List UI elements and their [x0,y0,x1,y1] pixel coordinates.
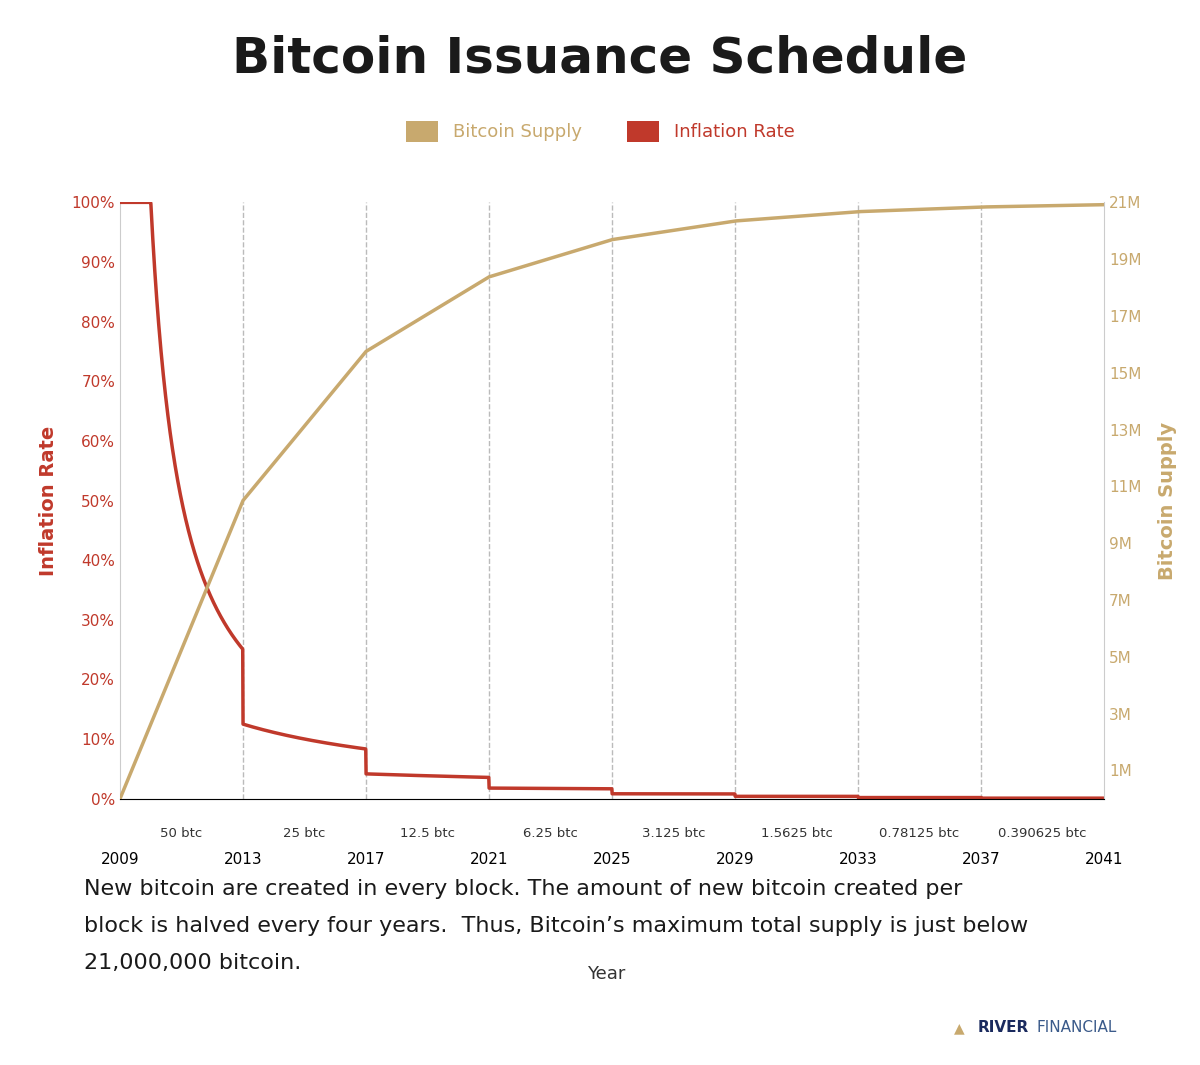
Text: 0.78125 btc: 0.78125 btc [880,826,960,839]
Text: 0.390625 btc: 0.390625 btc [998,826,1087,839]
Legend: Bitcoin Supply, Inflation Rate: Bitcoin Supply, Inflation Rate [406,120,794,142]
Y-axis label: Inflation Rate: Inflation Rate [38,425,58,576]
Text: block is halved every four years.  Thus, Bitcoin’s maximum total supply is just : block is halved every four years. Thus, … [84,916,1028,936]
Text: 50 btc: 50 btc [161,826,203,839]
Text: FINANCIAL: FINANCIAL [1037,1020,1117,1035]
Text: ▲: ▲ [954,1021,965,1035]
Text: 6.25 btc: 6.25 btc [523,826,578,839]
Text: 1.5625 btc: 1.5625 btc [761,826,833,839]
Text: 21,000,000 bitcoin.: 21,000,000 bitcoin. [84,953,301,973]
Text: 3.125 btc: 3.125 btc [642,826,706,839]
Text: Bitcoin Issuance Schedule: Bitcoin Issuance Schedule [233,34,967,83]
Text: Year: Year [587,966,625,983]
Y-axis label: Bitcoin Supply: Bitcoin Supply [1158,422,1177,579]
Text: New bitcoin are created in every block. The amount of new bitcoin created per: New bitcoin are created in every block. … [84,879,962,899]
Text: RIVER: RIVER [978,1020,1030,1035]
Text: 12.5 btc: 12.5 btc [400,826,455,839]
Text: 25 btc: 25 btc [283,826,325,839]
